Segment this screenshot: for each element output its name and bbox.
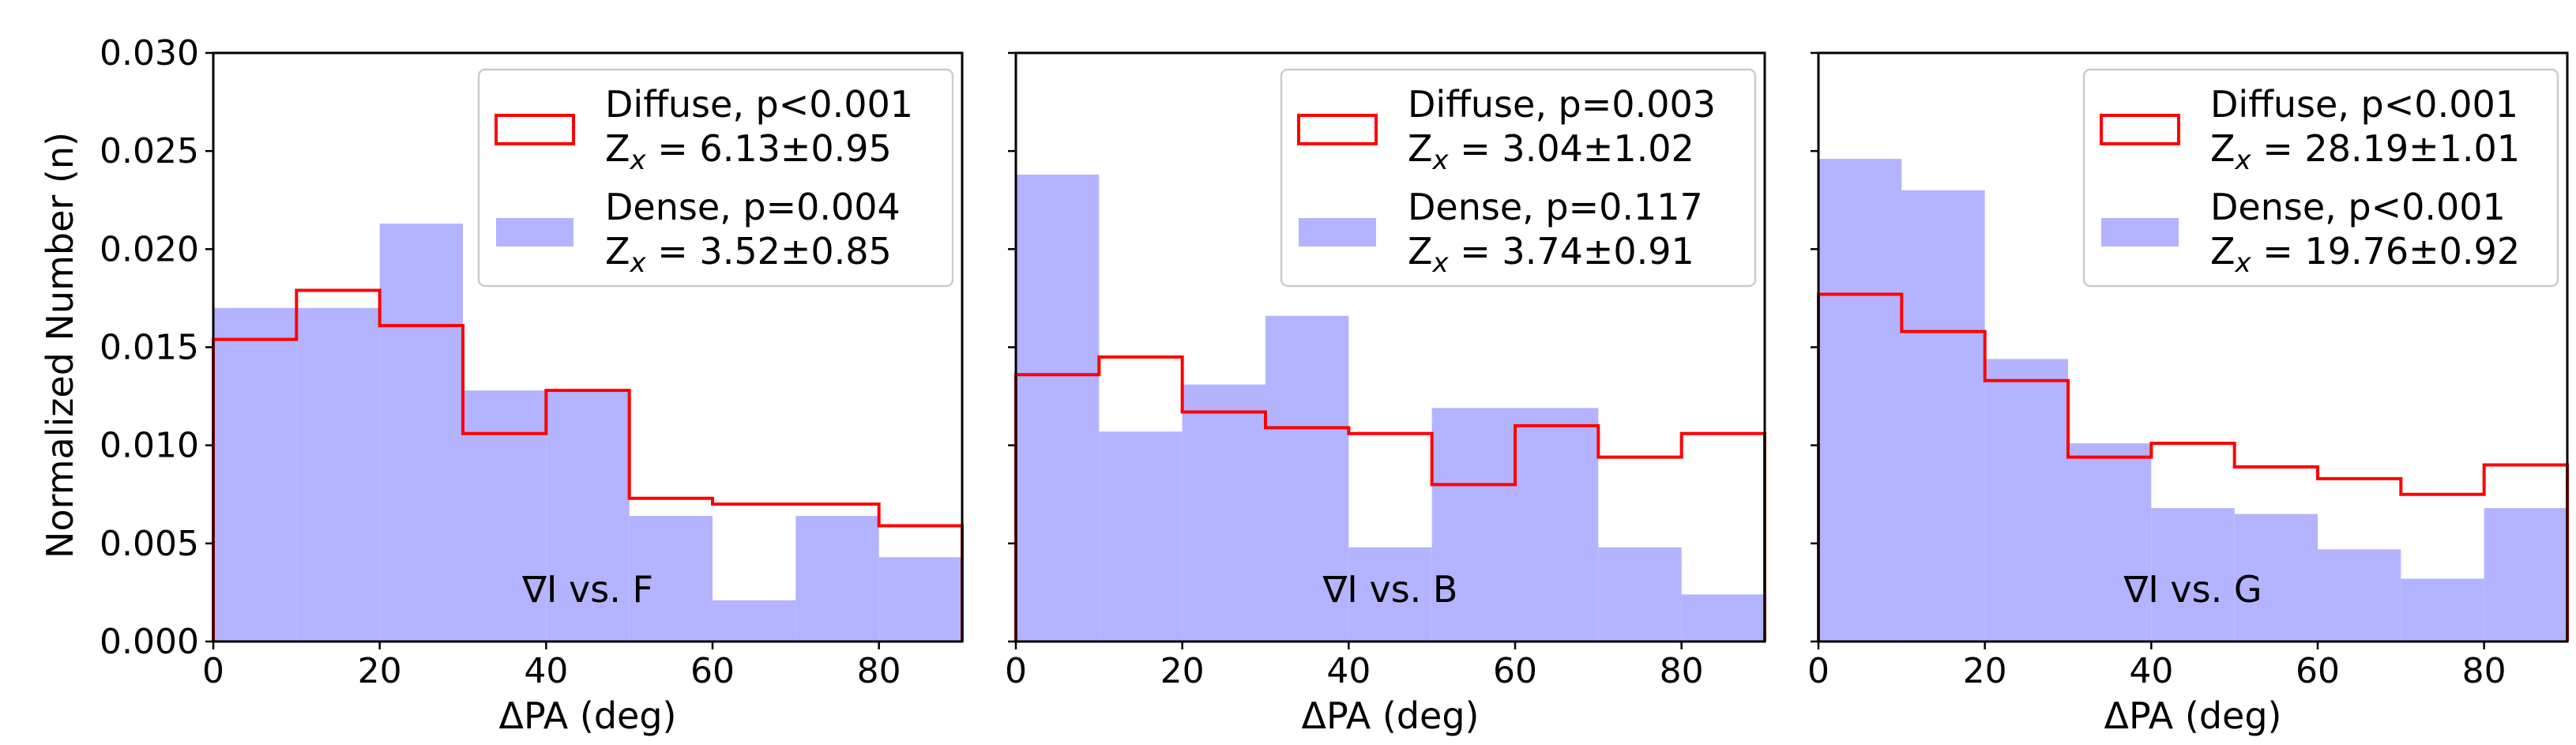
x-axis-title: ΔPA (deg)	[1302, 694, 1480, 737]
legend-diffuse-handle	[495, 114, 575, 145]
dense-bar	[1818, 159, 1902, 642]
dense-bar	[2234, 514, 2318, 642]
panel-label: ∇I vs. F	[521, 568, 653, 611]
panel-1: 0 20 40 60 80 0.000 0.005 0.010 0.015 0.020 0.025 0…	[100, 33, 964, 737]
dense-bar	[1515, 408, 1599, 642]
dense-bar	[878, 557, 962, 642]
x-axis-title: ΔPA (deg)	[2104, 694, 2282, 737]
x-tick-label: 20	[1160, 651, 1205, 691]
legend-dense-zx: Zx = 19.76±0.92	[2210, 230, 2520, 279]
dense-bar	[1265, 315, 1349, 642]
x-tick-label: 60	[1493, 651, 1537, 691]
dense-bar	[1182, 384, 1265, 642]
x-tick-label: 0	[202, 651, 224, 691]
panels-group: 0 20 40 60 80 0.000 0.005 0.010 0.015 0.020 0.025 0…	[100, 33, 2569, 737]
x-tick-label: 20	[358, 651, 402, 691]
legend-diffuse-handle	[1297, 114, 1378, 145]
y-tick-label: 0.005	[100, 524, 199, 564]
y-tick-label: 0.010	[100, 426, 199, 466]
legend-diffuse-zx: Zx = 28.19±1.01	[2210, 127, 2520, 176]
legend-diffuse-zx-value: = 3.04±1.02	[1449, 127, 1694, 170]
legend-dense-zx: Zx = 3.74±0.91	[1408, 230, 1694, 279]
legend-diffuse-zx: Zx = 3.04±1.02	[1408, 127, 1694, 176]
x-tick-label: 60	[2296, 651, 2340, 691]
dense-bar	[2318, 549, 2401, 642]
legend-dense-zx-value: = 3.52±0.85	[646, 230, 892, 273]
legend-diffuse-zx-value: = 28.19±1.01	[2251, 127, 2520, 170]
y-tick-label: 0.000	[100, 622, 199, 662]
dense-bar	[1431, 408, 1515, 642]
dense-bar	[713, 600, 796, 642]
diffuse-step-line	[1014, 355, 1766, 642]
legend-box	[1280, 68, 1757, 288]
y-tick-label: 0.020	[100, 229, 199, 269]
legend-diffuse-label: Diffuse, p<0.001	[605, 83, 913, 126]
legend-dense-handle	[1299, 218, 1376, 246]
legend-dense-handle	[496, 218, 573, 246]
legend-dense-handle	[2101, 218, 2179, 246]
legend-diffuse-zx: Zx = 6.13±0.95	[605, 127, 892, 176]
legend-diffuse-handle	[2100, 114, 2180, 145]
dense-bar	[1984, 359, 2068, 642]
legend-dense-zx-value: = 3.74±0.91	[1449, 230, 1694, 273]
dense-bar	[1901, 190, 1985, 642]
y-tick-label: 0.015	[100, 328, 199, 368]
legend-diffuse-zx-value: = 6.13±0.95	[646, 127, 892, 170]
dense-bar	[2401, 578, 2484, 642]
legend-dense-zx: Zx = 3.52±0.85	[605, 230, 892, 279]
x-tick-label: 80	[857, 651, 901, 691]
legend-diffuse-label: Diffuse, p<0.001	[2210, 83, 2518, 126]
dense-bar	[2484, 508, 2567, 642]
x-tick-label: 40	[524, 651, 568, 691]
dense-bar	[296, 307, 380, 642]
panel-3: 0 20 40 60 80 ΔPA (deg) ∇I vs. G Diffuse, p<0.0…	[1807, 51, 2569, 737]
dense-bar	[1681, 594, 1765, 642]
dense-bar	[379, 224, 463, 642]
y-axis-title: Normalized Number (n)	[39, 132, 81, 559]
dense-bar	[213, 307, 297, 642]
x-tick-label: 40	[1326, 651, 1371, 691]
x-tick-label: 20	[1963, 651, 2007, 691]
panel-2: 0 20 40 60 80 ΔPA (deg) ∇I vs. B Diffuse, p=0.0…	[1005, 51, 1766, 737]
dense-bar	[2068, 443, 2152, 642]
x-axis-title: ΔPA (deg)	[499, 694, 677, 737]
x-tick-label: 0	[1807, 651, 1830, 691]
dense-bar	[795, 516, 879, 642]
diffuse-step-line	[1817, 292, 2569, 642]
legend-dense-label: Dense, p<0.001	[2210, 186, 2506, 228]
dense-bar	[629, 516, 713, 642]
legend-diffuse-label: Diffuse, p=0.003	[1408, 83, 1716, 126]
legend-box	[477, 68, 954, 288]
dense-bar	[1099, 431, 1183, 642]
x-tick-label: 40	[2129, 651, 2173, 691]
dense-bar	[1598, 547, 1682, 642]
dense-bar	[1348, 547, 1432, 642]
x-tick-label: 80	[1660, 651, 1704, 691]
panel-label: ∇I vs. B	[1322, 568, 1458, 611]
legend-dense-zx-value: = 19.76±0.92	[2251, 230, 2520, 273]
y-tick-label: 0.030	[100, 33, 199, 73]
legend-box	[2082, 68, 2559, 288]
x-tick-label: 0	[1005, 651, 1027, 691]
dense-bar	[2151, 508, 2235, 642]
x-tick-label: 60	[690, 651, 735, 691]
dense-bar	[1016, 174, 1100, 642]
legend-dense-label: Dense, p=0.004	[605, 186, 901, 228]
panel-label: ∇I vs. G	[2123, 568, 2262, 611]
diffuse-step-line	[212, 288, 964, 642]
y-tick-label: 0.025	[100, 131, 199, 171]
legend-dense-label: Dense, p=0.117	[1408, 186, 1703, 228]
dense-bar	[546, 390, 630, 642]
x-tick-label: 80	[2462, 651, 2506, 691]
